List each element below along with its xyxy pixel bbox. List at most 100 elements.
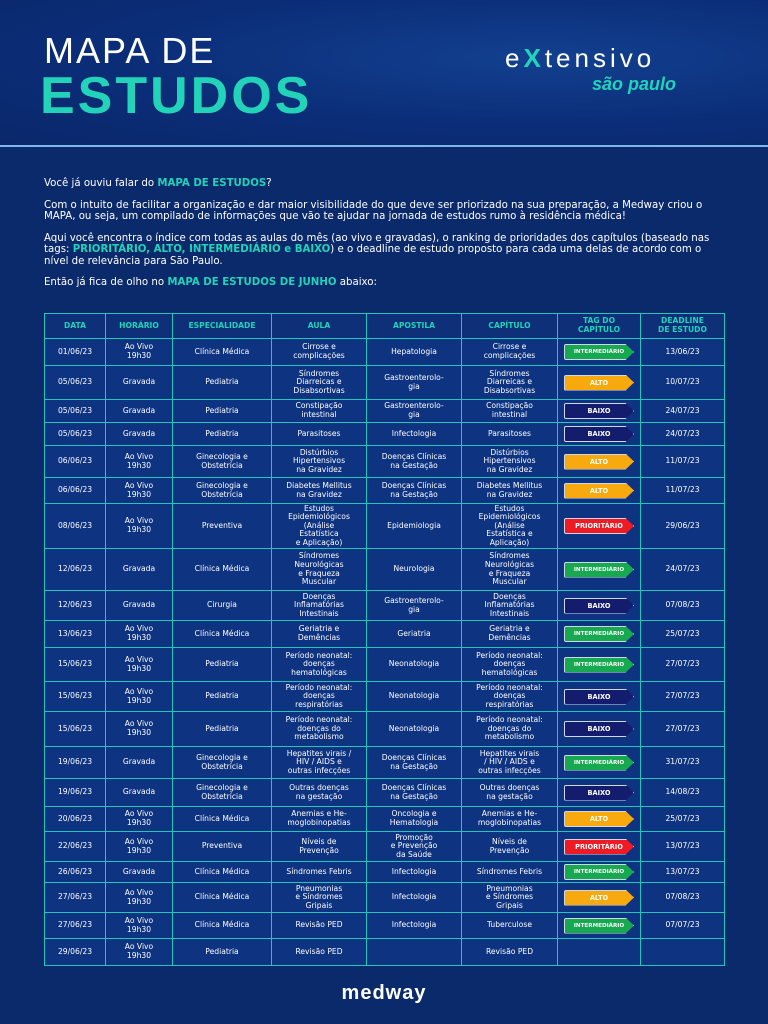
cell-deadline: 10/07/23 [640,365,725,400]
cell-time: Ao Vivo 19h30 [105,445,173,478]
cell-date: 29/06/23 [44,938,106,966]
text: ? [266,178,272,189]
column-header-specialty: ESPECIALIDADE [172,313,272,339]
cell-chapter-tag: BAIXO [557,399,641,423]
cell-lesson: Período neonatal: doenças hematológicas [271,647,367,682]
study-map-table: DATA HORÁRIO ESPECIALIDADE AULA APOSTILA CAPÍ… [44,313,725,966]
header-banner: MAPA DE ESTUDOS eXtensivo são paulo [0,0,768,147]
cell-specialty: Ginecologia e Obstetrícia [172,445,272,478]
cell-chapter: Geriatria e Demências [461,620,558,648]
cell-lesson: Revisão PED [271,938,367,966]
cell-time: Gravada [105,590,173,621]
tag-badge: PRIORITÁRIO [564,838,634,855]
cell-deadline: 07/08/23 [640,590,725,621]
title-line-1: MAPA DE [44,30,216,71]
table-row: 15/06/23 Ao Vivo 19h30 Pediatria Período ne… [44,647,725,682]
table-row: 06/06/23 Ao Vivo 19h30 Ginecologia e Obste… [44,477,725,504]
cell-chapter-tag: BAIXO [557,711,641,747]
cell-time: Gravada [105,422,173,446]
cell-chapter: Doenças Inflamatórias Intestinais [461,590,558,621]
table-row: 15/06/23 Ao Vivo 19h30 Pediatria Período ne… [44,711,725,747]
table-row: 06/06/23 Ao Vivo 19h30 Ginecologia e Obste… [44,445,725,478]
column-header-date: DATA [44,313,106,339]
cell-time: Gravada [105,778,173,807]
cell-time: Ao Vivo 19h30 [105,477,173,504]
table-header-row: DATA HORÁRIO ESPECIALIDADE AULA APOSTILA CAPÍ… [44,313,725,339]
cell-lesson: Parasitoses [271,422,367,446]
cell-booklet: Neonatologia [366,681,462,712]
cell-deadline: 13/07/23 [640,831,725,862]
tag-badge: ALTO [564,374,634,391]
cell-chapter-tag: ALTO [557,882,641,913]
cell-chapter: Cirrose e complicações [461,338,558,366]
cell-specialty: Preventiva [172,503,272,549]
cell-chapter-tag: BAIXO [557,681,641,712]
intro-p2: Com o intuito de facilitar a organização… [44,199,703,223]
column-header-deadline: DEADLINE DE ESTUDO [640,313,725,339]
column-header-chapter: CAPÍTULO [461,313,558,339]
cell-booklet: Oncologia e Hematologia [366,806,462,832]
cell-specialty: Clínica Médica [172,338,272,366]
cell-lesson: Pneumonias e Síndromes Gripais [271,882,367,913]
cell-date: 19/06/23 [44,746,106,779]
cell-chapter: Síndromes Febris [461,861,558,883]
cell-date: 05/06/23 [44,422,106,446]
cell-deadline: 24/07/23 [640,399,725,423]
cell-booklet: Promoção e Prevenção da Saúde [366,831,462,862]
tag-badge: INTERMEDIÁRIO [564,344,634,360]
tag-badge: ALTO [564,889,634,906]
cell-chapter-tag: BAIXO [557,778,641,807]
table-row: 27/06/23 Ao Vivo 19h30 Clínica Médica Pneum… [44,882,725,913]
cell-chapter: Pneumonias e Síndromes Gripais [461,882,558,913]
cell-specialty: Clínica Médica [172,882,272,913]
table-row: 15/06/23 Ao Vivo 19h30 Pediatria Período ne… [44,681,725,712]
cell-date: 01/06/23 [44,338,106,366]
cell-deadline [640,938,725,966]
cell-booklet: Infectologia [366,422,462,446]
cell-lesson: Geriatria e Demências [271,620,367,648]
cell-chapter-tag: PRIORITÁRIO [557,503,641,549]
logo-text-pre: e [505,43,524,73]
cell-date: 26/06/23 [44,861,106,883]
highlight: PRIORITÁRIO, ALTO, INTERMEDIÁRIO e BAIXO [72,244,331,255]
cell-chapter-tag: INTERMEDIÁRIO [557,620,641,648]
intro-p3: Aqui você encontra o índice com todas as… [44,233,724,268]
table-row: 20/06/23 Ao Vivo 19h30 Clínica Médica Anemi… [44,806,725,832]
cell-date: 19/06/23 [44,778,106,807]
cell-lesson: Hepatites virais / HIV / AIDS e outras i… [271,746,367,779]
table-row: 05/06/23 Gravada Pediatria Constipação inte… [44,399,725,423]
table-row: 19/06/23 Gravada Ginecologia e Obstetrícia… [44,778,725,807]
cell-chapter: Hepatites virais / HIV / AIDS e outras i… [461,746,558,779]
tag-badge: INTERMEDIÁRIO [564,561,634,578]
cell-date: 22/06/23 [44,831,106,862]
cell-booklet: Infectologia [366,861,462,883]
tag-badge: INTERMEDIÁRIO [564,754,634,771]
cell-chapter: Anemias e He- moglobinopatias [461,806,558,832]
cell-chapter-tag: INTERMEDIÁRIO [557,912,641,939]
table-row: 12/06/23 Gravada Cirurgia Doenças Inflamató… [44,590,725,621]
table-body: 01/06/23 Ao Vivo 19h30 Clínica Médica Cirro… [44,338,725,966]
cell-chapter-tag: ALTO [557,445,641,478]
cell-booklet: Epidemiologia [366,503,462,549]
tag-badge: BAIXO [564,688,634,705]
cell-booklet: Hepatologia [366,338,462,366]
column-header-chapter-tag: TAG DO CAPÍTULO [557,313,641,339]
text: abaixo: [336,277,377,288]
cell-specialty: Clínica Médica [172,861,272,883]
cell-deadline: 14/08/23 [640,778,725,807]
cell-specialty: Clínica Médica [172,620,272,648]
extensivo-logo: eXtensivo [505,44,655,72]
cell-booklet: Gastroenterolo- gia [366,590,462,621]
cell-deadline: 11/07/23 [640,477,725,504]
cell-date: 27/06/23 [44,912,106,939]
cell-specialty: Pediatria [172,422,272,446]
cell-time: Gravada [105,365,173,400]
cell-chapter-tag: INTERMEDIÁRIO [557,746,641,779]
cell-chapter: Diabetes Mellitus na Gravidez [461,477,558,504]
cell-chapter-tag: INTERMEDIÁRIO [557,338,641,366]
cell-booklet: Infectologia [366,912,462,939]
cell-booklet: Neonatologia [366,711,462,747]
cell-deadline: 11/07/23 [640,445,725,478]
cell-date: 15/06/23 [44,647,106,682]
cell-time: Ao Vivo 19h30 [105,620,173,648]
